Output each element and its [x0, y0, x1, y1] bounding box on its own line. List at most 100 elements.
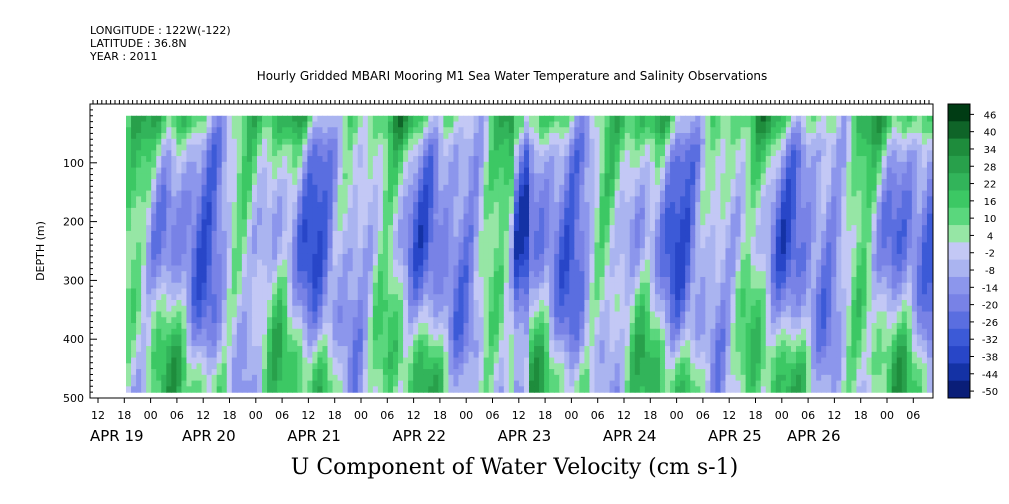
heatmap-cell [246, 276, 253, 284]
heatmap-cell [463, 253, 470, 261]
heatmap-cell [579, 276, 586, 284]
heatmap-cell [448, 161, 455, 169]
heatmap-cell [352, 179, 359, 186]
heatmap-cell [493, 184, 500, 192]
heatmap-cell [146, 167, 152, 174]
heatmap-cell [821, 259, 827, 267]
heatmap-cell [136, 294, 142, 301]
heatmap-cell [251, 242, 258, 249]
heatmap-cell [297, 167, 303, 174]
heatmap-cell [644, 265, 651, 272]
heatmap-cell [166, 127, 172, 134]
heatmap-cell [377, 242, 384, 249]
heatmap-cell [408, 219, 414, 226]
heatmap-cell [292, 236, 298, 244]
heatmap-cell [498, 248, 505, 255]
heatmap-cell [161, 236, 167, 244]
heatmap-cell [675, 144, 681, 151]
heatmap-cell [312, 138, 319, 146]
heatmap-cell [801, 167, 807, 174]
heatmap-cell [201, 156, 208, 163]
heatmap-cell [851, 167, 858, 174]
heatmap-cell [186, 190, 193, 197]
heatmap-cell [901, 173, 908, 180]
heatmap-cell [413, 207, 419, 215]
heatmap-cell [599, 127, 606, 134]
heatmap-cell [846, 282, 852, 290]
heatmap-cell [468, 288, 475, 295]
heatmap-cell [896, 236, 903, 244]
heatmap-cell [241, 167, 248, 174]
heatmap-cell [700, 184, 706, 192]
heatmap-cell [921, 144, 928, 151]
heatmap-cell [921, 127, 928, 134]
heatmap-cell [206, 167, 213, 174]
heatmap-cell [262, 213, 268, 220]
heatmap-cell [780, 150, 787, 157]
heatmap-cell [700, 276, 706, 284]
heatmap-cell [413, 144, 419, 151]
heatmap-cell [196, 282, 203, 290]
heatmap-cell [256, 282, 263, 290]
heatmap-cell [574, 173, 580, 180]
heatmap-cell [413, 219, 419, 226]
heatmap-cell [211, 213, 218, 220]
heatmap-cell [629, 196, 636, 203]
heatmap-cell [292, 196, 298, 203]
heatmap-cell [211, 196, 218, 203]
heatmap-cell [926, 213, 933, 220]
heatmap-cell [700, 253, 706, 261]
heatmap-cell [659, 236, 666, 244]
heatmap-cell [312, 127, 319, 134]
heatmap-cell [634, 276, 641, 284]
heatmap-cell [715, 115, 722, 123]
heatmap-cell [624, 138, 631, 146]
heatmap-cell [861, 196, 868, 203]
heatmap-cell [544, 127, 550, 134]
heatmap-cell [559, 253, 565, 261]
heatmap-cell [690, 213, 696, 220]
heatmap-cell [176, 213, 183, 220]
heatmap-cell [251, 219, 258, 226]
heatmap-cell [387, 150, 394, 157]
heatmap-cell [256, 167, 263, 174]
heatmap-cell [408, 259, 414, 267]
heatmap-cell [206, 213, 213, 220]
heatmap-cell [312, 276, 319, 284]
heatmap-cell [352, 207, 359, 215]
heatmap-cell [886, 282, 893, 290]
heatmap-cell [453, 288, 460, 295]
heatmap-cell [136, 156, 142, 163]
heatmap-cell [256, 121, 263, 128]
heatmap-cell [539, 219, 545, 226]
heatmap-cell [780, 167, 787, 174]
heatmap-cell [347, 219, 354, 226]
heatmap-cell [151, 138, 157, 146]
heatmap-cell [806, 219, 812, 226]
heatmap-cell [670, 173, 676, 180]
heatmap-cell [403, 196, 409, 203]
heatmap-cell [523, 213, 530, 220]
heatmap-cell [171, 271, 177, 278]
heatmap-cell [362, 276, 369, 284]
heatmap-cell [675, 276, 681, 284]
heatmap-cell [775, 179, 782, 186]
heatmap-cell [256, 179, 263, 186]
heatmap-cell [639, 127, 646, 134]
heatmap-cell [226, 156, 233, 163]
heatmap-cell [377, 144, 384, 151]
heatmap-cell [518, 156, 525, 163]
heatmap-cell [332, 282, 339, 290]
heatmap-cell [559, 133, 565, 140]
heatmap-cell [574, 138, 580, 146]
heatmap-cell [398, 121, 404, 128]
heatmap-cell [644, 115, 651, 123]
heatmap-cell [287, 294, 293, 301]
heatmap-cell [554, 253, 560, 261]
heatmap-cell [287, 156, 293, 163]
heatmap-cell [549, 133, 555, 140]
heatmap-cell [826, 115, 832, 123]
heatmap-cell [690, 202, 696, 209]
heatmap-cell [926, 190, 933, 197]
heatmap-cell [715, 271, 722, 278]
